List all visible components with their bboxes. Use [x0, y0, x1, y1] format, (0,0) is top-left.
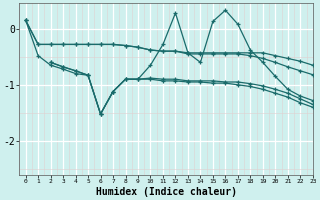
X-axis label: Humidex (Indice chaleur): Humidex (Indice chaleur)	[96, 186, 236, 197]
